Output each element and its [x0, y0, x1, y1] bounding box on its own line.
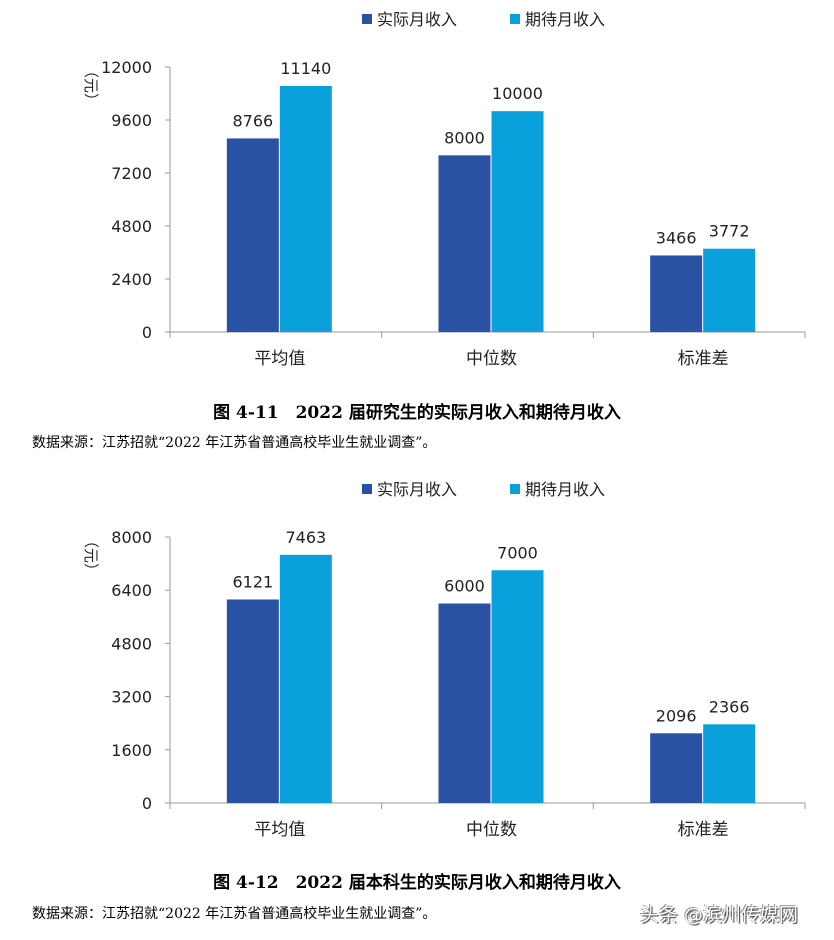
- data-label: 8000: [444, 128, 485, 147]
- bar: [438, 155, 491, 332]
- bar: [650, 733, 703, 803]
- legend-label: 实际月收入: [377, 480, 457, 499]
- bar: [703, 248, 756, 332]
- data-label: 10000: [492, 84, 543, 103]
- legend-swatch: [362, 14, 372, 24]
- bar: [650, 255, 703, 332]
- y-tick-label: 6400: [111, 581, 152, 600]
- legend-label: 期待月收入: [525, 10, 605, 29]
- x-tick-label: 标准差: [678, 820, 729, 840]
- y-tick-label: 12000: [101, 58, 152, 77]
- data-label: 6000: [444, 577, 485, 596]
- bar: [491, 111, 544, 333]
- legend-label: 期待月收入: [525, 480, 605, 499]
- bar: [279, 85, 332, 332]
- watermark: 头条 @滨州传媒网: [640, 904, 799, 926]
- x-tick-label: 中位数: [466, 820, 517, 840]
- data-label: 2366: [709, 697, 750, 716]
- data-label: 8766: [232, 111, 273, 130]
- chart2-title: 图 4-12 2022 届本科生的实际月收入和期待月收入: [213, 873, 621, 893]
- chart2-source: 数据来源：江苏招就“2022 年江苏省普通高校毕业生就业调查”。: [32, 906, 437, 922]
- y-tick-label: 2400: [111, 270, 152, 289]
- bar: [438, 603, 491, 803]
- y-tick-label: 3200: [111, 688, 152, 707]
- y-axis-label: （元）: [82, 63, 100, 108]
- data-label: 2096: [656, 706, 697, 725]
- data-label: 3772: [709, 222, 750, 241]
- y-tick-label: 7200: [111, 164, 152, 183]
- x-tick-label: 中位数: [466, 349, 517, 369]
- legend-swatch: [510, 14, 520, 24]
- legend-label: 实际月收入: [377, 10, 457, 29]
- data-label: 7463: [285, 528, 326, 547]
- y-tick-label: 4800: [111, 217, 152, 236]
- bar: [703, 724, 756, 803]
- y-tick-label: 4800: [111, 634, 152, 653]
- chart1-title: 图 4-11 2022 届研究生的实际月收入和期待月收入: [213, 403, 621, 423]
- chart1-source: 数据来源：江苏招就“2022 年江苏省普通高校毕业生就业调查”。: [32, 435, 437, 451]
- data-label: 6121: [232, 572, 273, 591]
- data-label: 3466: [656, 228, 697, 247]
- legend-swatch: [362, 484, 372, 494]
- y-tick-label: 0: [142, 794, 152, 813]
- data-label: 11140: [280, 59, 331, 78]
- bar: [226, 138, 279, 332]
- y-axis-label: （元）: [82, 533, 100, 578]
- x-tick-label: 标准差: [678, 349, 729, 369]
- y-tick-label: 0: [142, 323, 152, 342]
- x-tick-label: 平均值: [254, 820, 305, 840]
- x-tick-label: 平均值: [254, 349, 305, 369]
- y-tick-label: 1600: [111, 741, 152, 760]
- legend-swatch: [510, 484, 520, 494]
- bar: [491, 570, 544, 803]
- bar: [226, 599, 279, 803]
- bar: [279, 554, 332, 803]
- y-tick-label: 9600: [111, 111, 152, 130]
- y-tick-label: 8000: [111, 528, 152, 547]
- data-label: 7000: [497, 543, 538, 562]
